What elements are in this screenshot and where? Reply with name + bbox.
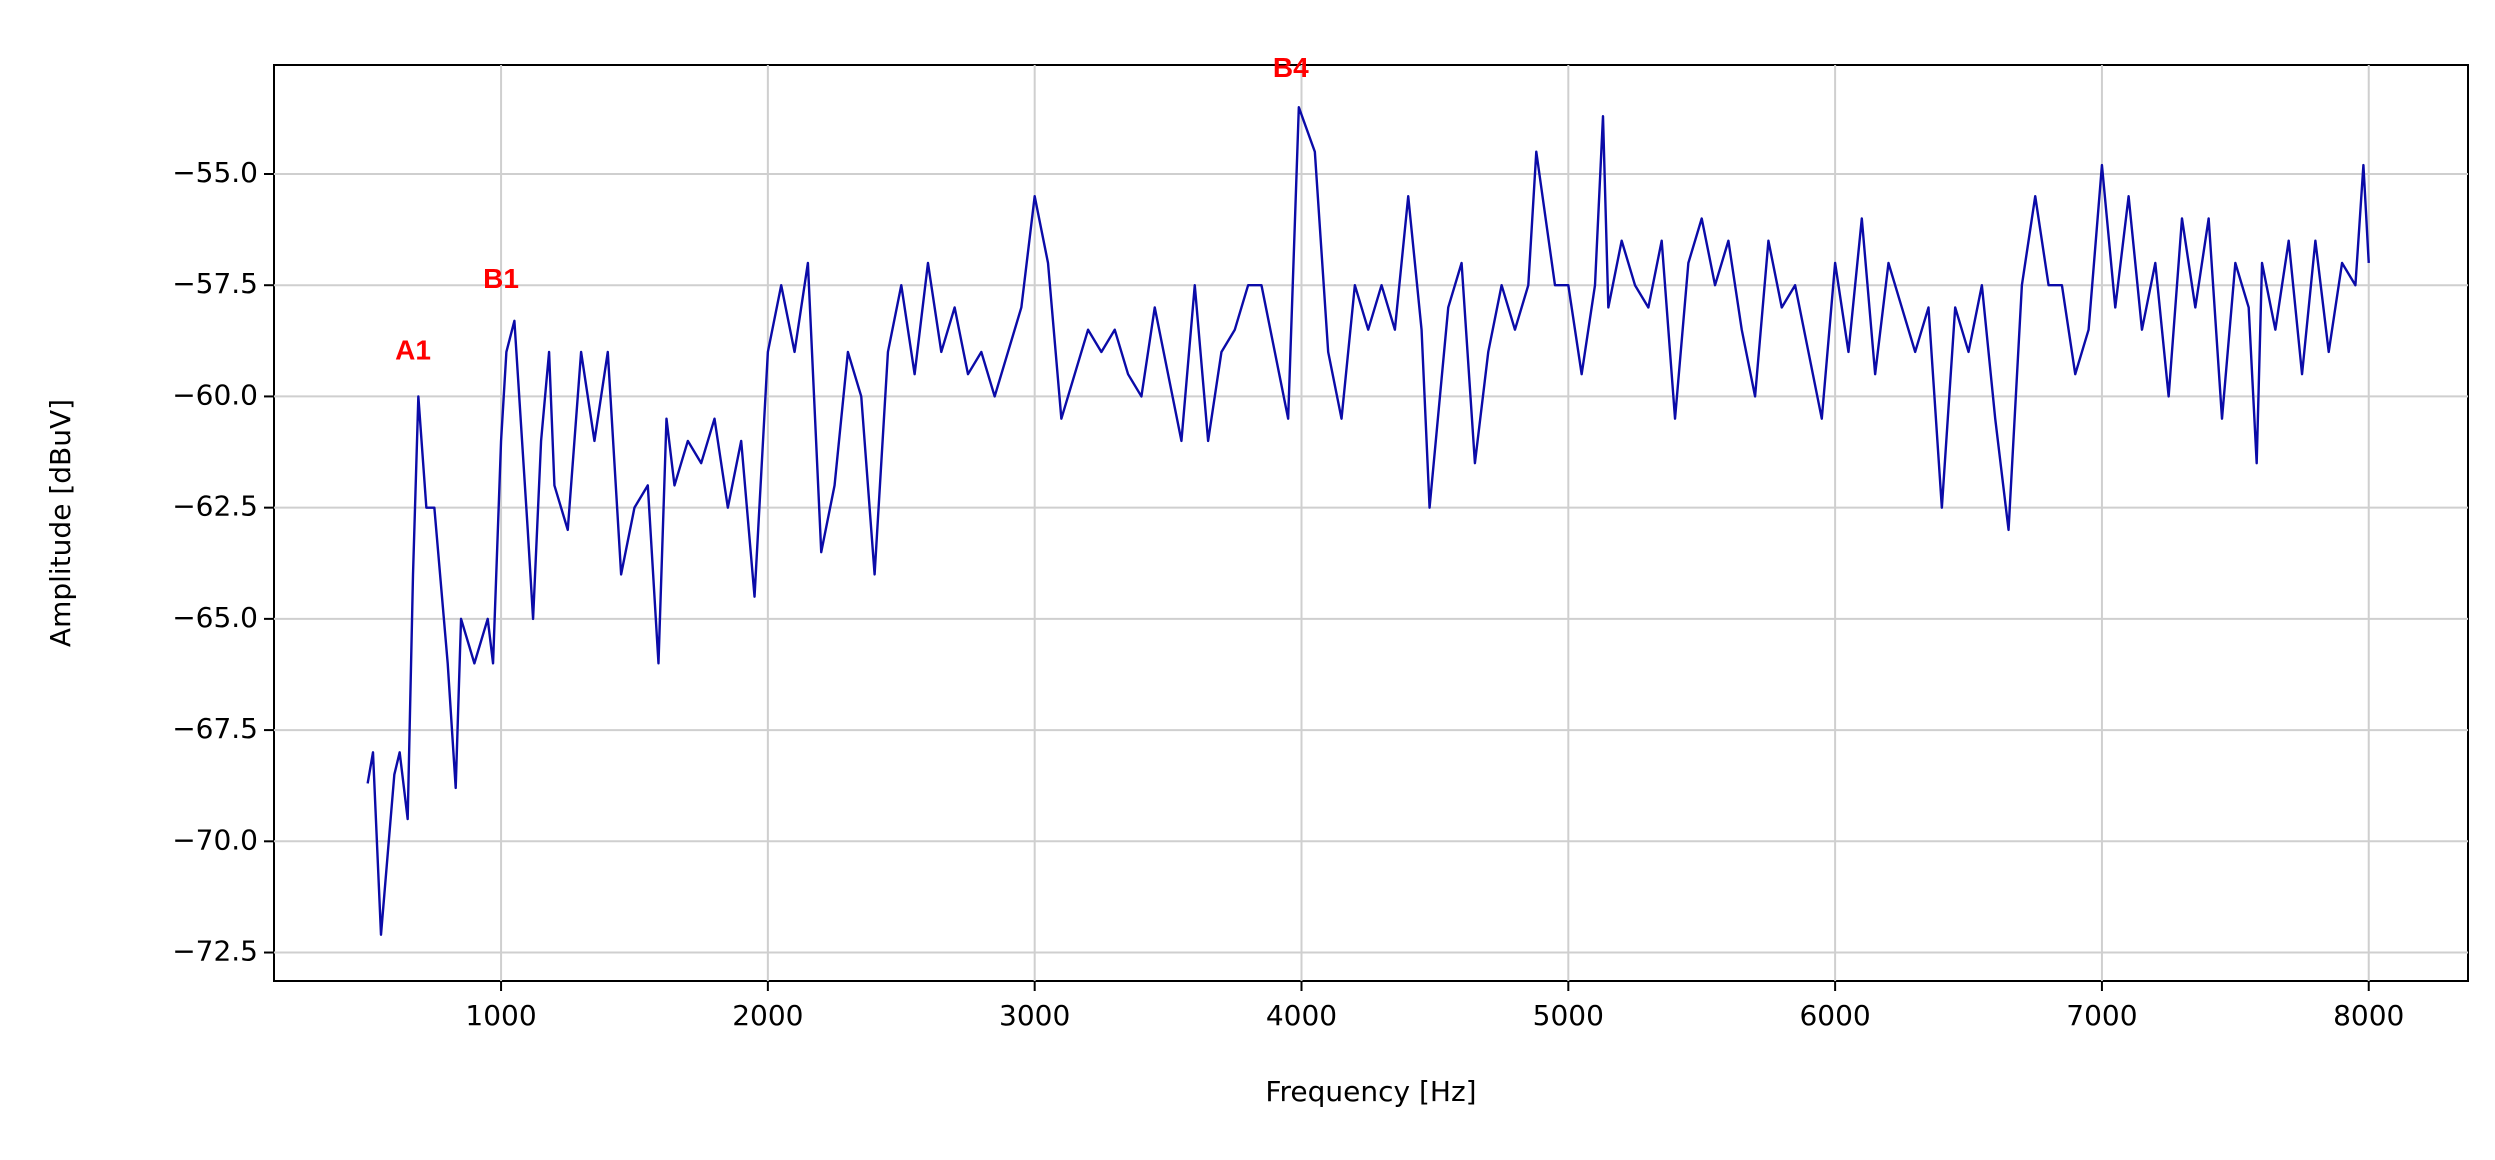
plot-frame (273, 64, 2469, 982)
x-tick-label: 1000 (465, 999, 536, 1032)
x-tick-label: 2000 (732, 999, 803, 1032)
x-tick-label: 7000 (2066, 999, 2137, 1032)
y-tick-label: −55.0 (172, 156, 258, 189)
y-tick-label: −65.0 (172, 601, 258, 634)
annotation: B1 (483, 263, 519, 294)
y-tick-label: −72.5 (172, 935, 258, 968)
data-line (366, 106, 2370, 936)
x-axis-label: Frequency [Hz] (1265, 1075, 1476, 1108)
y-tick-label: −62.5 (172, 490, 258, 523)
y-tick-label: −70.0 (172, 823, 258, 856)
x-tick-label: 5000 (1533, 999, 1604, 1032)
x-tick-label: 3000 (999, 999, 1070, 1032)
x-tick-label: 8000 (2333, 999, 2404, 1032)
y-tick-label: −67.5 (172, 712, 258, 745)
x-tick-label: 4000 (1266, 999, 1337, 1032)
x-tick-label: 6000 (1799, 999, 1870, 1032)
y-tick-label: −60.0 (172, 378, 258, 411)
y-tick-label: −57.5 (172, 267, 258, 300)
annotation: B4 (1273, 52, 1309, 83)
y-axis-label: Amplitude [dBuV] (44, 399, 77, 647)
annotation: A1 (395, 334, 431, 365)
